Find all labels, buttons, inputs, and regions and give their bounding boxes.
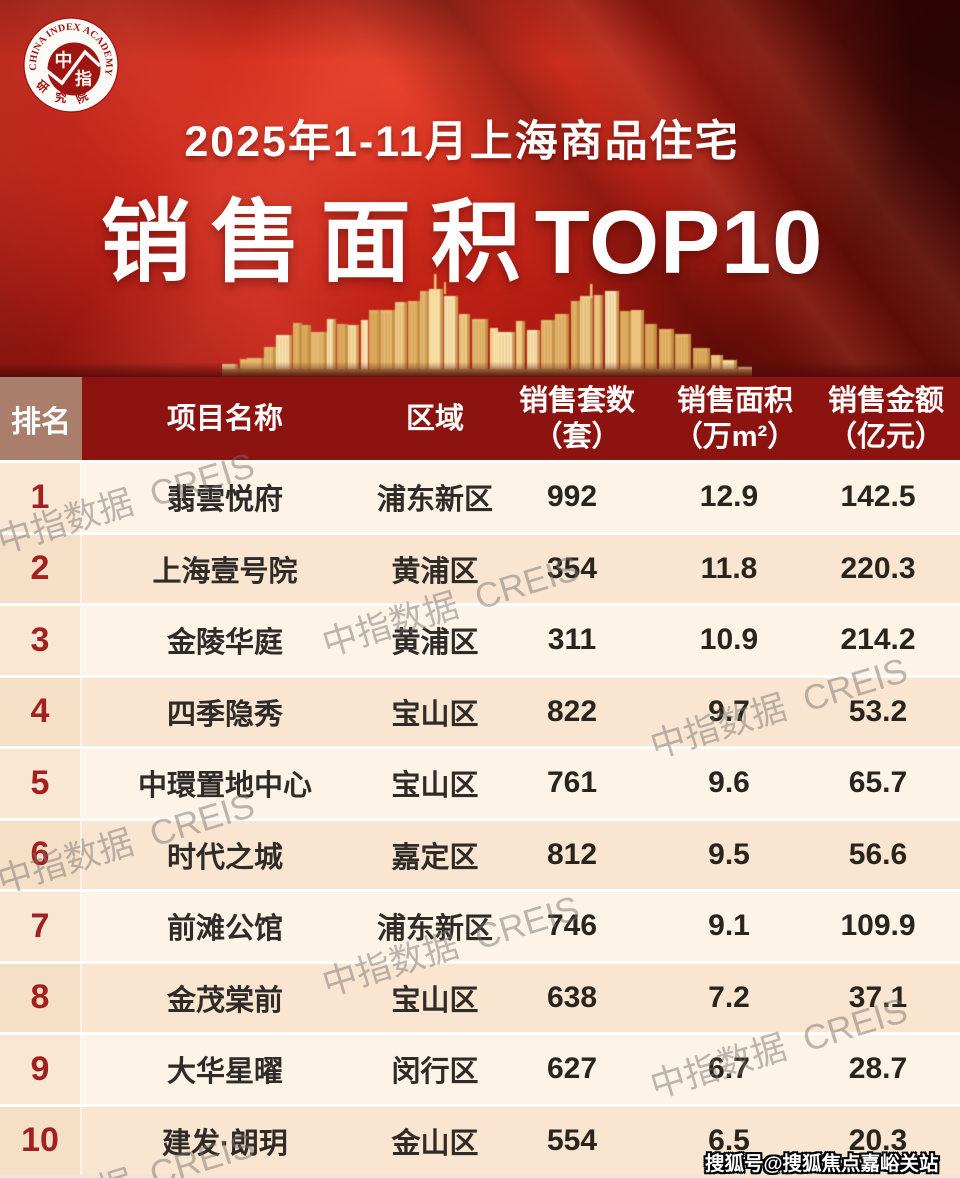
svg-text:指: 指 (75, 69, 92, 89)
svg-text:中: 中 (55, 50, 73, 71)
